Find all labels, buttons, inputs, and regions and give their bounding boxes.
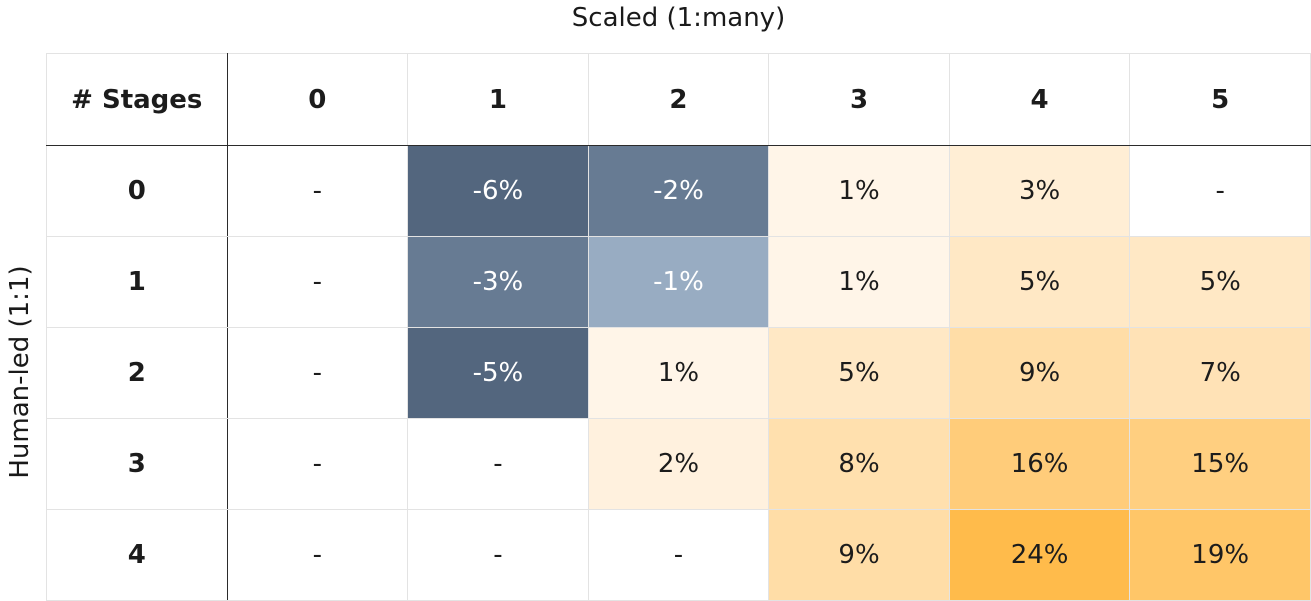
heatmap-cell: 5%: [1129, 236, 1311, 328]
heatmap-cell: -: [226, 327, 409, 419]
heatmap-cell: 1%: [587, 327, 770, 419]
y-axis-title: Human-led (1:1): [5, 265, 35, 479]
heatmap-cell: -3%: [407, 236, 589, 328]
heatmap-cell: 1%: [768, 236, 950, 328]
heatmap-cell: -2%: [587, 145, 770, 237]
heatmap-cell: 9%: [948, 327, 1131, 419]
row-header-4: 4: [46, 509, 228, 601]
heatmap-cell: -: [226, 236, 409, 328]
heatmap-cell: 1%: [768, 145, 950, 237]
heatmap-cell: -: [226, 509, 409, 601]
heatmap-body: 0- -6% -2% 1% 3% -1- -3% -1% 1% 5% 5% 2- -5% 1% 5% 9% 7%…: [46, 145, 1311, 601]
heatmap-cell: 5%: [768, 327, 950, 419]
heatmap-cell: -1%: [587, 236, 770, 328]
column-header-5: 5: [1129, 53, 1311, 146]
heatmap-cell: 5%: [948, 236, 1131, 328]
corner-label: # Stages: [46, 53, 228, 146]
heatmap-cell: -: [1129, 145, 1311, 237]
x-axis-title: Scaled (1:many): [571, 3, 786, 33]
row-header-0: 0: [46, 145, 228, 237]
table-row: 0- -6% -2% 1% 3% -: [46, 145, 1311, 237]
row-header-3: 3: [46, 418, 228, 510]
heatmap-cell: -: [587, 509, 770, 601]
column-header-0: 0: [226, 53, 409, 146]
heatmap-cell: 16%: [948, 418, 1131, 510]
heatmap-cell: 2%: [587, 418, 770, 510]
heatmap-cell: 15%: [1129, 418, 1311, 510]
row-header-1: 1: [46, 236, 228, 328]
column-header-2: 2: [587, 53, 770, 146]
table-row: 3- -2% 8% 16% 15%: [46, 418, 1311, 510]
heatmap-cell: -: [226, 418, 409, 510]
heatmap-cell: -: [407, 509, 589, 601]
row-header-2: 2: [46, 327, 228, 419]
heatmap-cell: 24%: [948, 509, 1131, 601]
table-row: 1- -3% -1% 1% 5% 5%: [46, 236, 1311, 328]
heatmap-cell: 19%: [1129, 509, 1311, 601]
table-row: 2- -5% 1% 5% 9% 7%: [46, 327, 1311, 419]
table-row: 4- - -9% 24% 19%: [46, 509, 1311, 601]
heatmap-cell: -6%: [407, 145, 589, 237]
column-header-1: 1: [407, 53, 589, 146]
heatmap-cell: 8%: [768, 418, 950, 510]
heatmap-cell: 3%: [948, 145, 1131, 237]
heatmap-cell: 7%: [1129, 327, 1311, 419]
heatmap-cell: -5%: [407, 327, 589, 419]
heatmap-cell: 9%: [768, 509, 950, 601]
heatmap-cell: -: [226, 145, 409, 237]
column-header-4: 4: [948, 53, 1131, 146]
heatmap-cell: -: [407, 418, 589, 510]
column-header-3: 3: [768, 53, 950, 146]
